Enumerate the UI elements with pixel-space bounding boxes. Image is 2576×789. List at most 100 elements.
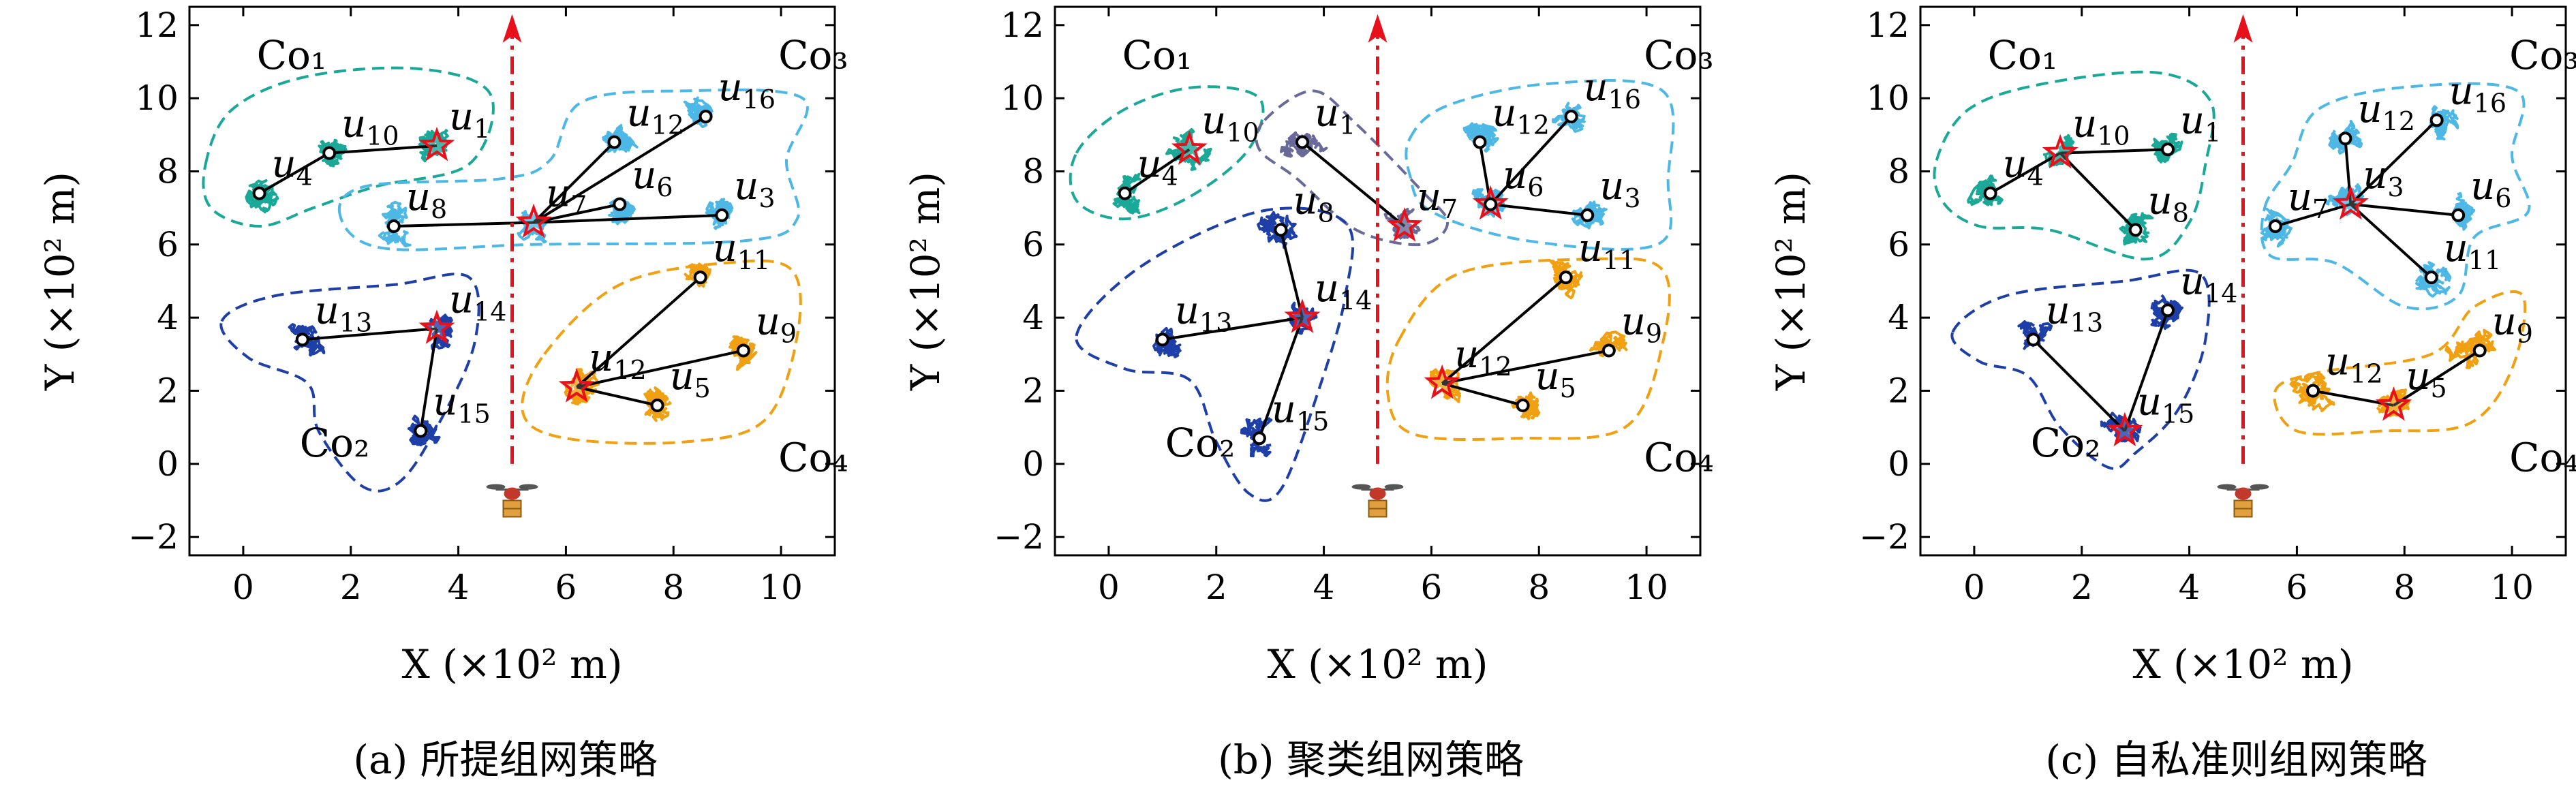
cluster-head-star [515, 203, 552, 238]
node-label-subscript: 4 [2027, 161, 2044, 191]
node-marker [386, 219, 401, 233]
node-label: u12 [2325, 340, 2382, 389]
x-tick-label: 8 [662, 568, 684, 607]
node-marker [1295, 135, 1310, 149]
cluster: Co₃ [337, 32, 848, 251]
node-label-subscript: 8 [2173, 198, 2189, 228]
node-marker [699, 110, 713, 123]
cluster [1255, 89, 1450, 247]
node-label: u9 [1621, 299, 1662, 348]
x-tick-label: 6 [2286, 568, 2308, 607]
cluster-label: Co₁ [1988, 32, 2058, 78]
panel-caption: (c) 自私准则组网策略 [2045, 737, 2427, 783]
x-tick-label: 0 [232, 568, 254, 607]
y-tick-label: 4 [1022, 298, 1044, 337]
node-marker [2161, 303, 2175, 318]
y-tick-label: 8 [157, 152, 179, 191]
trajectory [564, 368, 593, 406]
x-tick-label: 2 [1206, 568, 1227, 607]
node-label: u11 [713, 226, 770, 275]
node-label-subscript: 11 [1603, 245, 1636, 275]
cluster-outline [521, 259, 802, 445]
node-label-subscript: 16 [1608, 84, 1641, 114]
node-label: u1 [449, 95, 490, 144]
y-tick-label: 2 [1022, 371, 1044, 411]
node-label-subscript: 5 [694, 373, 711, 403]
node-label: u4 [272, 142, 313, 191]
trajectory [2289, 371, 2331, 403]
node-label-subscript: 10 [1226, 117, 1259, 147]
cluster: Co₄ [521, 259, 848, 481]
node-label: u10 [2072, 102, 2130, 151]
cluster-head-star [418, 309, 455, 344]
node-label-subscript: 8 [1318, 198, 1334, 228]
node-marker [2429, 113, 2444, 127]
x-tick-label: 6 [1421, 568, 1443, 607]
node-label-subscript: 12 [1479, 352, 1512, 382]
node-label: u15 [1272, 387, 1329, 436]
node-marker [715, 208, 729, 222]
node-label-subscript: 8 [431, 194, 447, 224]
node-label-subscript: 12 [2382, 106, 2415, 136]
y-tick-label: 2 [157, 371, 179, 411]
cluster: Co₂ [1950, 268, 2211, 470]
y-axis-label: Y (×10² m) [37, 172, 83, 391]
link [1989, 151, 2061, 195]
node-label: u1 [2180, 98, 2221, 147]
link [302, 327, 438, 341]
node-marker [414, 424, 428, 438]
cluster-head-star [558, 368, 595, 403]
node-label-subscript: 4 [296, 161, 313, 191]
cluster-outline [1075, 206, 1355, 502]
node-marker [1564, 110, 1578, 123]
node-label: u10 [1201, 98, 1259, 147]
link [2060, 148, 2168, 155]
y-tick-label: 10 [135, 78, 179, 118]
node-label: u6 [2470, 164, 2511, 213]
node-marker [2451, 208, 2466, 222]
y-tick-label: −2 [1859, 517, 1910, 557]
link [1162, 316, 1303, 341]
node-label-subscript: 16 [2474, 88, 2506, 118]
node-label: u7 [1417, 175, 1458, 224]
node-marker [1580, 208, 1595, 222]
node-label-subscript: 15 [457, 399, 490, 429]
node-label-subscript: 6 [1527, 172, 1544, 202]
node-label: u6 [1503, 153, 1544, 202]
y-tick-label: 8 [1888, 152, 1910, 191]
trajectory [2296, 380, 2335, 412]
y-tick-label: 8 [1022, 152, 1044, 191]
node-label: u9 [756, 299, 797, 348]
node-marker [252, 186, 266, 200]
node-label-subscript: 9 [1646, 318, 1662, 348]
node-label: u3 [1599, 164, 1640, 213]
node-label: u11 [1578, 226, 1636, 275]
cluster-outline [1950, 268, 2211, 470]
node-label: u9 [2492, 299, 2533, 348]
link [1257, 317, 1304, 439]
x-axis-label: X (×10² m) [1267, 641, 1488, 687]
node-label-subscript: 16 [743, 84, 776, 114]
node-marker [295, 332, 309, 347]
cluster: Co₂ [1075, 206, 1355, 502]
y-tick-label: 2 [1888, 371, 1910, 411]
node-marker [1118, 186, 1132, 200]
link [258, 151, 331, 195]
node-label-subscript: 9 [2517, 318, 2533, 348]
link [1441, 276, 1567, 385]
node-label-subscript: 7 [2312, 194, 2329, 224]
node-marker [1473, 135, 1487, 149]
node-label-subscript: 3 [1624, 183, 1640, 213]
node-label: u15 [433, 380, 490, 429]
trajectory [1597, 330, 1628, 358]
node-label-subscript: 5 [1560, 373, 1576, 403]
node-label: u8 [1293, 179, 1334, 228]
node-label-subscript: 7 [570, 191, 587, 221]
node-label: u8 [2148, 179, 2189, 228]
cluster-outline [1405, 79, 1675, 251]
cluster-head-star [2106, 412, 2143, 447]
node-label-subscript: 6 [656, 172, 673, 202]
cluster: Co₄ [1385, 257, 1714, 481]
axes-frame [1054, 5, 1702, 557]
